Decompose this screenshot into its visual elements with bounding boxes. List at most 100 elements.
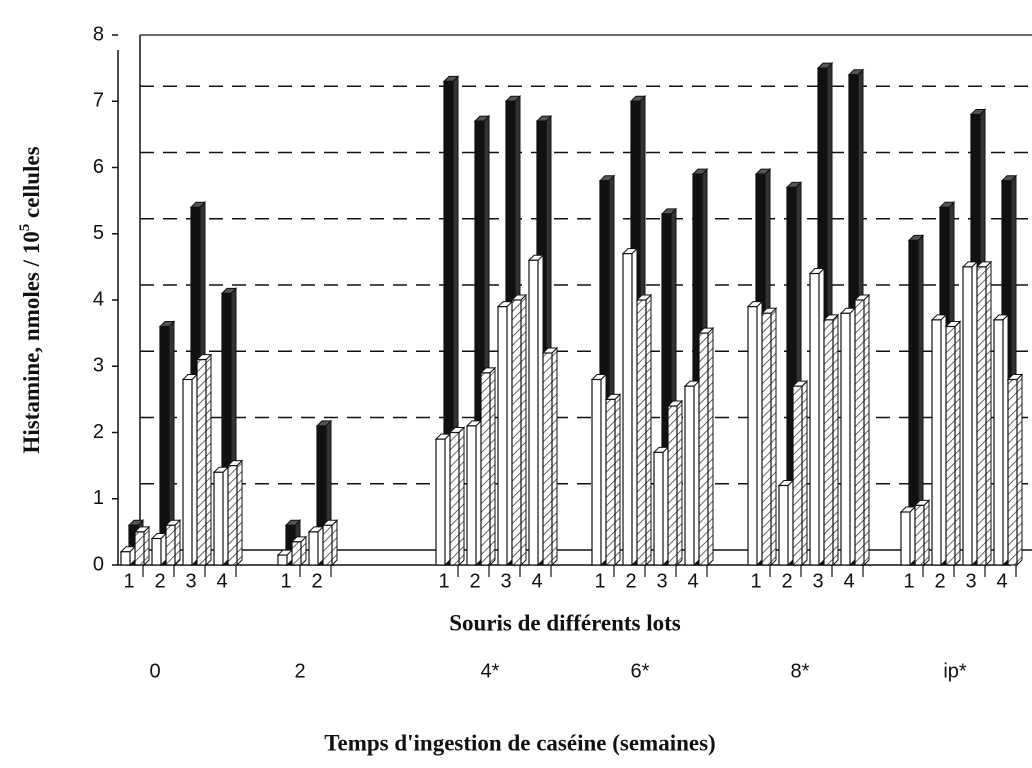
x-tick-label: 3 — [656, 570, 667, 592]
bar-side — [863, 293, 870, 567]
group-label: 4* — [481, 660, 500, 682]
x-tick-label: 4 — [531, 570, 542, 592]
bar-3d — [195, 353, 213, 567]
bar-side — [614, 393, 621, 567]
bar-side — [191, 373, 198, 567]
bar-3d — [913, 499, 931, 567]
bar-side — [174, 519, 181, 567]
bar — [931, 319, 942, 566]
bar-3d — [150, 532, 168, 567]
bar-side — [801, 379, 808, 567]
bar-3d — [164, 519, 182, 567]
bar — [908, 239, 919, 566]
y-tick-label: 1 — [93, 487, 104, 509]
bar — [227, 465, 238, 566]
x-tick-label: 4 — [687, 570, 698, 592]
bar — [622, 253, 633, 566]
bar-side — [707, 326, 714, 567]
bar — [636, 299, 647, 566]
bar — [542, 352, 553, 566]
bar — [993, 319, 1004, 566]
bar — [684, 385, 695, 566]
bar — [761, 312, 772, 566]
x-axis-label: Souris de différents lots — [449, 610, 681, 635]
bar — [151, 537, 162, 566]
bar-side — [662, 446, 669, 567]
bar-3d — [975, 260, 993, 567]
y-tick-label: 8 — [93, 23, 104, 45]
bar-3d — [635, 293, 653, 567]
bar-side — [954, 320, 961, 567]
x-tick-label: 3 — [965, 570, 976, 592]
bar — [854, 299, 865, 566]
x-tick-label: 2 — [311, 570, 322, 592]
bar-3d — [604, 393, 622, 567]
bar-3d — [666, 399, 684, 567]
bar — [792, 385, 803, 566]
bar-3d — [853, 293, 871, 567]
bar — [511, 299, 522, 566]
bar — [466, 425, 477, 566]
bar — [474, 120, 485, 566]
x-tick-label: 1 — [903, 570, 914, 592]
y-tick-label: 4 — [93, 288, 104, 310]
x-tick-label: 4 — [843, 570, 854, 592]
bar — [182, 378, 193, 566]
bar-3d — [683, 379, 701, 567]
bar-side — [1016, 373, 1023, 567]
bar — [165, 524, 176, 566]
bar — [316, 425, 327, 566]
bar-side — [506, 300, 513, 567]
bar — [900, 511, 911, 566]
bar — [277, 554, 288, 566]
bar — [221, 292, 232, 566]
bar — [976, 266, 987, 566]
bar-3d — [808, 267, 826, 567]
bar — [497, 306, 508, 566]
bar-side — [1002, 313, 1009, 567]
y-tick-label: 0 — [93, 553, 104, 575]
bar — [196, 359, 207, 566]
bar-3d — [448, 426, 466, 567]
bar-side — [222, 466, 229, 567]
bar-3d — [276, 548, 294, 567]
bar — [823, 319, 834, 566]
bar — [591, 378, 602, 566]
bar-side — [236, 459, 243, 567]
x-tick-label: 1 — [123, 570, 134, 592]
bar-3d — [907, 234, 925, 567]
bar-3d — [527, 254, 545, 567]
bar-side — [489, 366, 496, 567]
bar — [120, 551, 131, 566]
bar-side — [143, 525, 150, 567]
x-tick-label: 3 — [812, 570, 823, 592]
bar-3d — [590, 373, 608, 567]
bar-side — [600, 373, 607, 567]
bar-3d — [226, 459, 244, 567]
bar-3d — [119, 545, 137, 567]
bar-3d — [944, 320, 962, 567]
bar-side — [317, 525, 324, 567]
bar-3d — [465, 419, 483, 567]
group-label: ip* — [943, 660, 967, 682]
bar — [667, 405, 678, 566]
bar-side — [458, 426, 465, 567]
bar — [747, 306, 758, 566]
bar-side — [832, 313, 839, 567]
bar-side — [909, 505, 916, 567]
bar-side — [444, 432, 451, 567]
x-tick-label: 4 — [996, 570, 1007, 592]
group-label: 2 — [294, 660, 305, 682]
bar-3d — [961, 260, 979, 567]
bar — [159, 325, 170, 566]
bar-3d — [652, 446, 670, 567]
bar-side — [940, 313, 947, 567]
bar — [480, 372, 491, 566]
bar-side — [520, 293, 527, 567]
x-axis-label-2: Temps d'ingestion de caséine (semaines) — [324, 730, 715, 755]
bar-3d — [791, 379, 809, 567]
y-axis-label: Histamine, nmoles / 105 cellules — [17, 146, 44, 453]
bar-3d — [899, 505, 917, 567]
bar-side — [971, 260, 978, 567]
